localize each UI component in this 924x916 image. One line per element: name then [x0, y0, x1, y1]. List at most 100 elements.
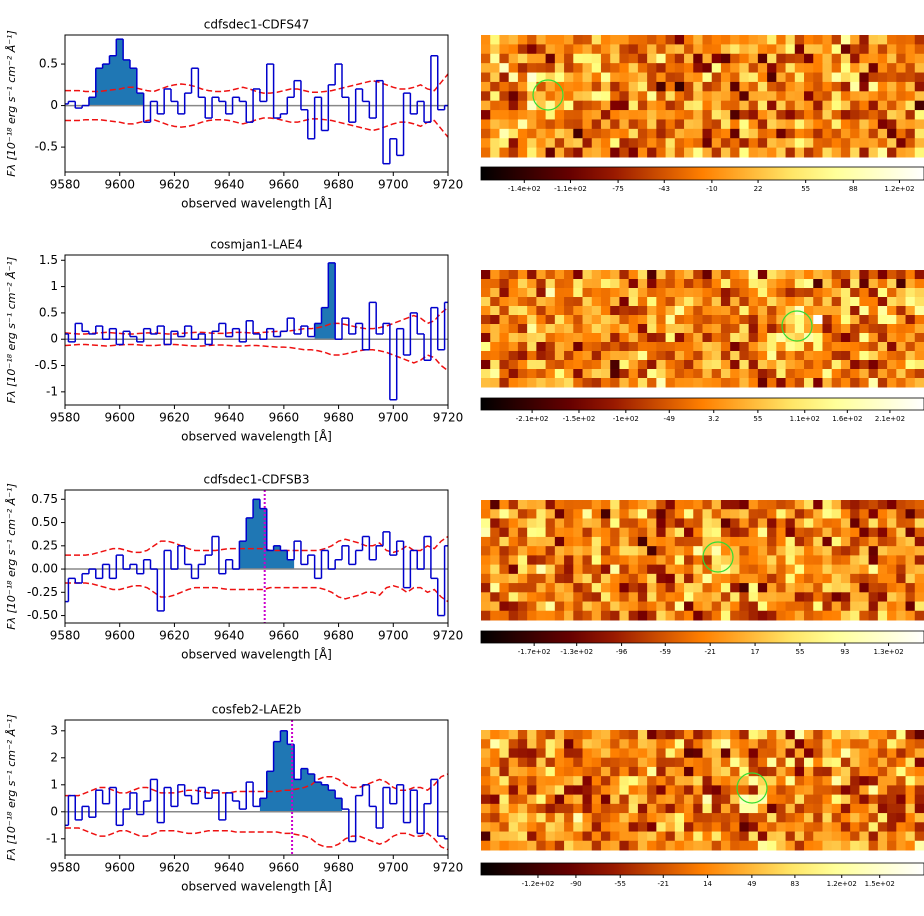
pixel	[545, 822, 556, 833]
pixel	[739, 147, 750, 158]
pixel	[591, 315, 602, 325]
pixel	[702, 138, 713, 149]
pixel	[905, 35, 916, 45]
pixel	[794, 378, 805, 388]
pixel	[674, 91, 685, 102]
pixel	[564, 378, 574, 388]
x-tick-label: 9680	[323, 629, 354, 643]
x-tick-label: 9620	[159, 629, 190, 643]
pixel	[794, 564, 805, 575]
pixel	[896, 35, 907, 45]
pixel	[831, 297, 842, 307]
pixel	[536, 555, 547, 566]
pixel	[647, 831, 657, 842]
pixel	[628, 35, 639, 45]
pixel	[610, 110, 620, 120]
pixel	[637, 546, 648, 556]
pixel	[767, 500, 777, 510]
pixel	[490, 369, 500, 379]
pixel	[508, 601, 519, 612]
pixel	[693, 333, 703, 343]
pixel	[711, 119, 722, 130]
pixel	[748, 610, 759, 621]
pixel	[896, 297, 907, 307]
pixel	[536, 63, 547, 74]
pixel	[730, 785, 740, 796]
y-tick-label: 1.5	[39, 253, 58, 267]
pixel	[739, 110, 750, 120]
pixel	[813, 351, 823, 361]
pixel	[610, 748, 620, 759]
pixel	[600, 776, 611, 786]
pixel	[739, 500, 750, 510]
pixel	[850, 44, 860, 55]
pixel	[767, 748, 777, 759]
pixel	[757, 555, 768, 566]
pixel	[499, 342, 510, 352]
pixel	[693, 840, 703, 851]
pixel	[859, 509, 870, 519]
pixel	[868, 831, 879, 842]
pixel	[702, 803, 713, 814]
pixel	[896, 601, 907, 612]
pixel	[619, 378, 630, 388]
pixel	[813, 776, 823, 786]
pixel	[702, 342, 713, 352]
pixel	[785, 776, 796, 786]
pixel	[665, 730, 676, 740]
pixel	[905, 279, 916, 289]
pixel	[600, 583, 611, 593]
pixel	[877, 766, 888, 777]
x-axis-label: observed wavelength [Å]	[181, 196, 332, 211]
pixel	[711, 500, 722, 510]
pixel	[748, 128, 759, 139]
pixel	[785, 509, 796, 519]
pixel	[674, 840, 685, 851]
pixel	[600, 81, 611, 92]
pixel	[684, 91, 694, 102]
pixel	[582, 100, 593, 111]
pixel	[490, 730, 500, 740]
pixel	[684, 527, 694, 538]
pixel	[804, 128, 814, 139]
pixel	[517, 119, 528, 130]
pixel	[813, 110, 823, 120]
pixel	[813, 564, 823, 575]
pixel	[804, 342, 814, 352]
pixel	[684, 840, 694, 851]
pixel	[619, 794, 630, 805]
pixel	[859, 776, 870, 786]
pixel	[656, 527, 667, 538]
x-tick-label: 9680	[323, 178, 354, 192]
pixel	[637, 351, 648, 361]
pixel	[527, 518, 537, 529]
pixel	[665, 776, 676, 786]
pixel	[831, 288, 842, 298]
pixel	[508, 306, 519, 316]
pixel	[554, 35, 565, 45]
pixel	[573, 53, 584, 64]
pixel	[481, 288, 491, 298]
pixel	[804, 44, 814, 55]
pixel	[776, 110, 787, 120]
pixel	[776, 583, 787, 593]
pixel	[665, 147, 676, 158]
pixel	[656, 44, 667, 55]
pixel	[545, 536, 556, 547]
pixel	[730, 822, 740, 833]
pixel	[665, 138, 676, 149]
pixel	[850, 601, 860, 612]
pixel	[554, 333, 565, 343]
pixel	[720, 840, 731, 851]
pixel	[545, 324, 556, 334]
pixel	[914, 509, 924, 519]
pixel	[905, 831, 916, 842]
pixel	[591, 44, 602, 55]
pixel	[545, 748, 556, 759]
pixel	[877, 110, 888, 120]
pixel	[914, 518, 924, 529]
pixel	[776, 147, 787, 158]
pixel	[720, 369, 731, 379]
colorbar-tick-label: -59	[660, 648, 671, 656]
pixel	[499, 138, 510, 149]
